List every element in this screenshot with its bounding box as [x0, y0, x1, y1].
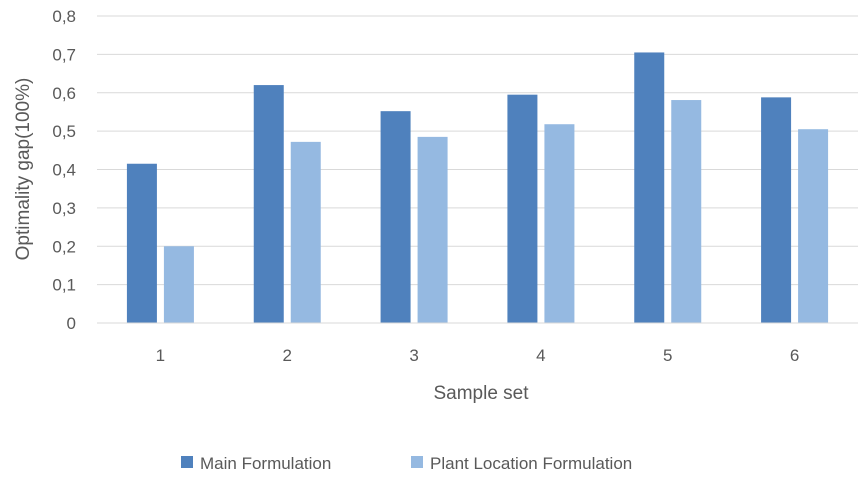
y-tick-label: 0,3 [52, 199, 76, 218]
gridlines [97, 15, 858, 286]
bar-plant-location-formulation-5 [671, 100, 702, 323]
legend: Main Formulation Plant Location Formulati… [181, 454, 632, 473]
bar-plant-location-formulation-1 [163, 246, 194, 323]
x-tick-label: 2 [283, 346, 292, 365]
x-tick-label: 4 [536, 346, 545, 365]
bar-main-formulation-3 [380, 111, 411, 323]
x-tick-label: 5 [663, 346, 672, 365]
y-tick-label: 0,1 [52, 276, 76, 295]
legend-label: Main Formulation [200, 454, 331, 473]
bar-plant-location-formulation-2 [290, 141, 321, 323]
bar-main-formulation-4 [507, 94, 538, 323]
bars [126, 52, 829, 324]
y-tick-label: 0,5 [52, 122, 76, 141]
y-tick-label: 0,4 [52, 161, 76, 180]
legend-swatch [411, 456, 423, 468]
bar-main-formulation-2 [253, 85, 284, 323]
legend-label: Plant Location Formulation [430, 454, 632, 473]
y-tick-label: 0,7 [52, 45, 76, 64]
x-tick-label: 6 [790, 346, 799, 365]
bar-main-formulation-5 [634, 52, 665, 324]
x-axis-title: Sample set [433, 383, 529, 404]
bar-main-formulation-1 [126, 163, 157, 323]
x-tick-label: 3 [409, 346, 418, 365]
x-tick-label: 1 [156, 346, 165, 365]
y-tick-label: 0,6 [52, 84, 76, 103]
x-axis-ticks: 1 2 3 4 5 6 [156, 346, 800, 365]
bar-plant-location-formulation-3 [417, 136, 448, 323]
bar-plant-location-formulation-6 [798, 129, 829, 323]
y-tick-label: 0,8 [52, 7, 76, 26]
y-axis-title: Optimality gap(100%) [13, 78, 34, 261]
legend-swatch [181, 456, 193, 468]
y-axis-ticks: 0 0,1 0,2 0,3 0,4 0,5 0,6 0,7 0,8 [52, 7, 76, 333]
bar-main-formulation-6 [761, 97, 792, 323]
y-tick-label: 0 [67, 314, 76, 333]
y-tick-label: 0,2 [52, 237, 76, 256]
bar-plant-location-formulation-4 [544, 124, 575, 323]
